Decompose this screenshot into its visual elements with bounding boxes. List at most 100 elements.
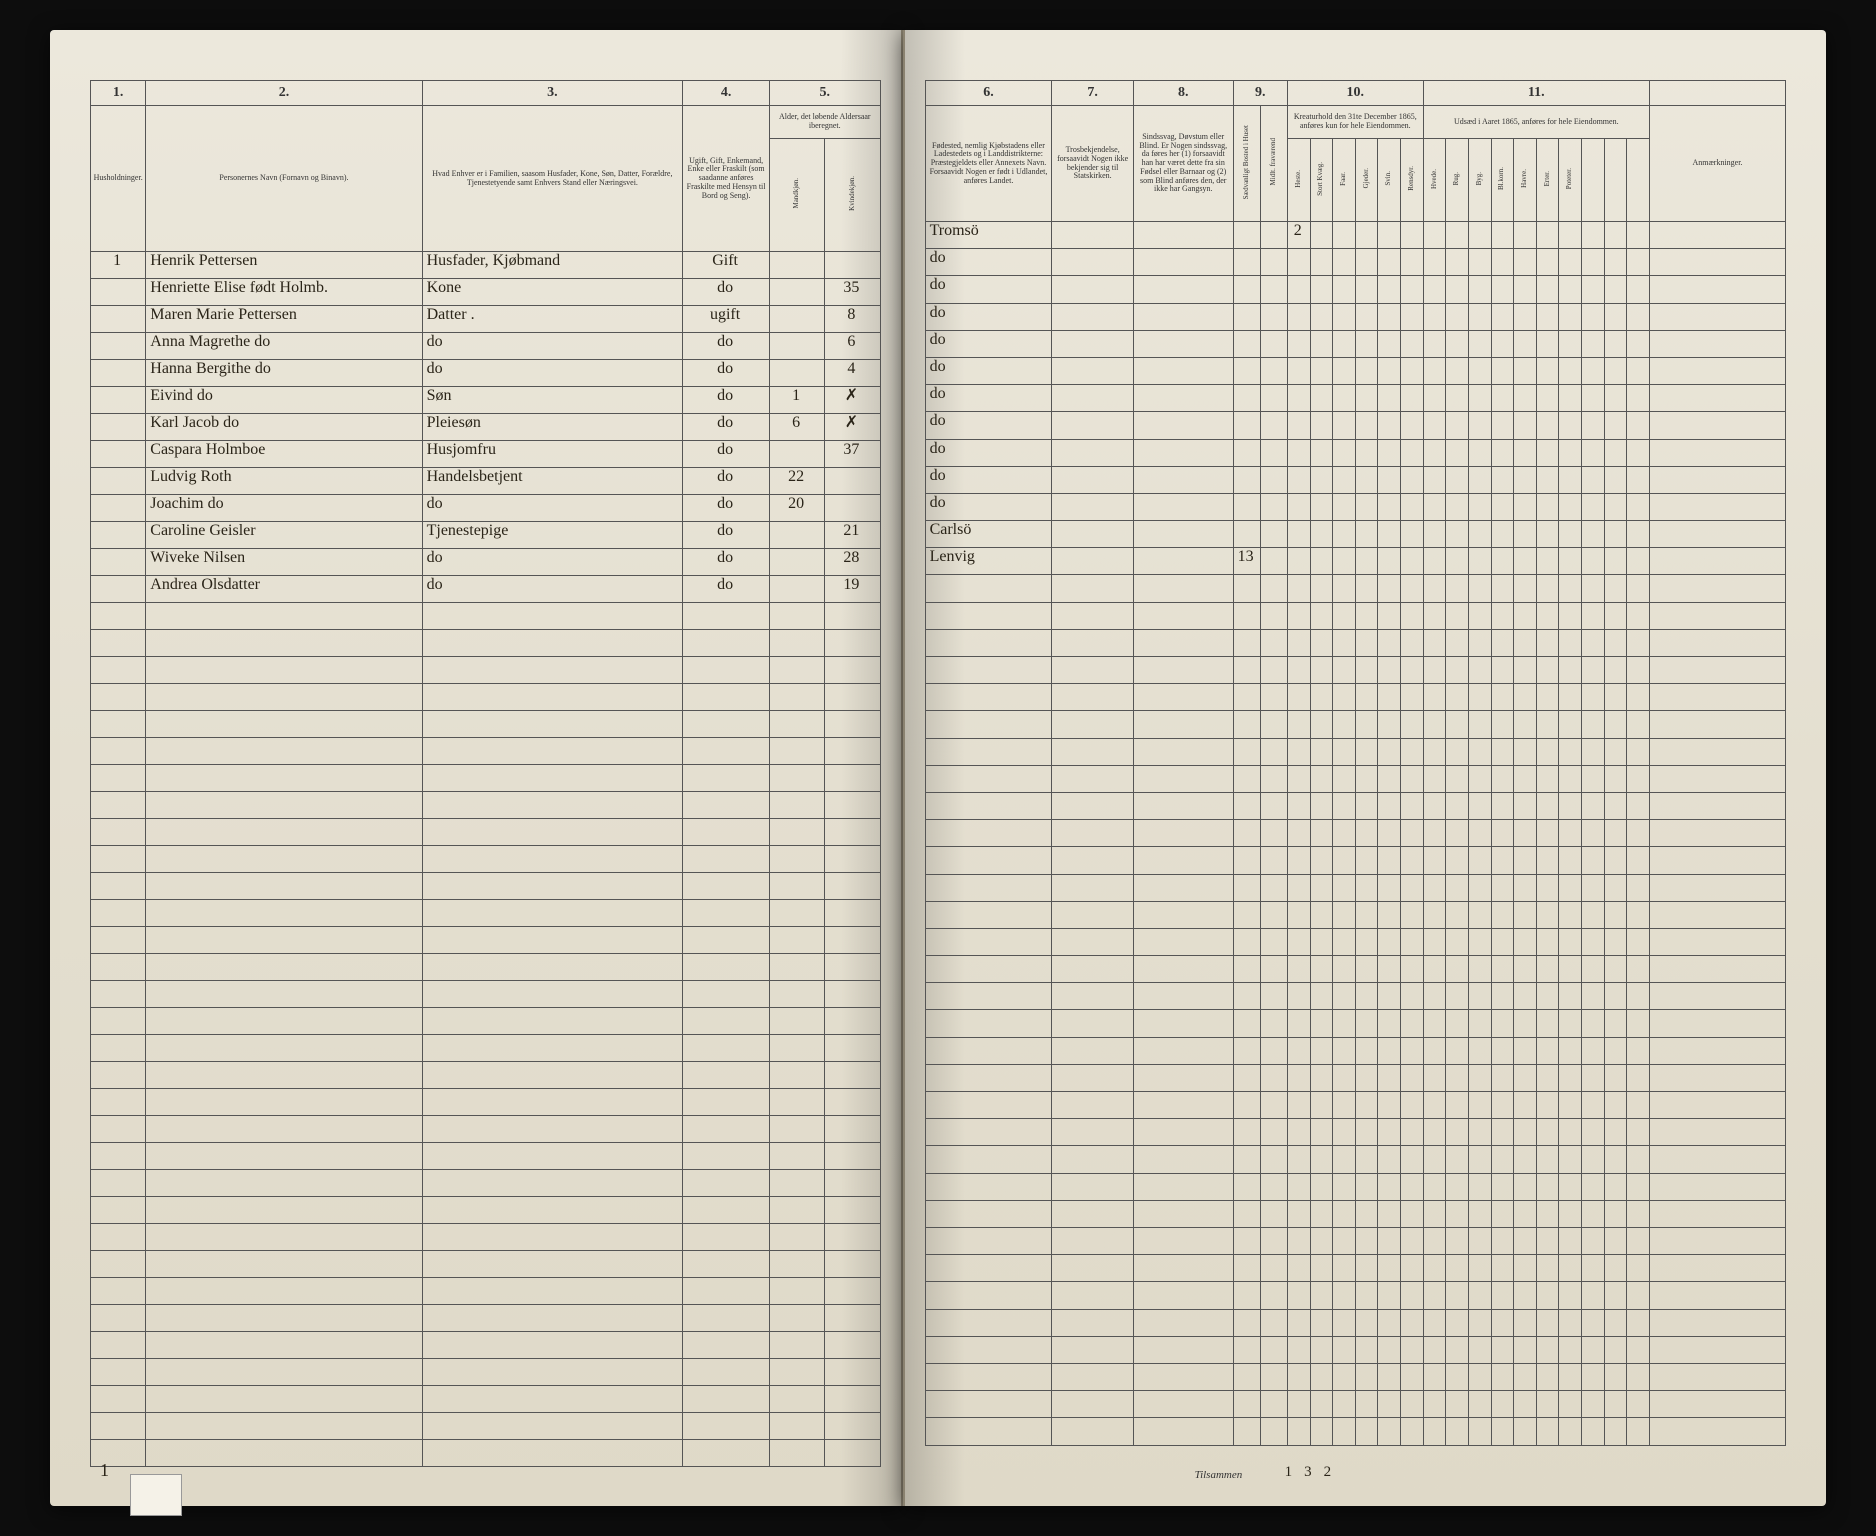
cell bbox=[1378, 901, 1401, 928]
cell bbox=[1287, 874, 1310, 901]
cell bbox=[683, 1251, 770, 1278]
cell bbox=[1333, 249, 1356, 276]
cell bbox=[683, 1359, 770, 1386]
cell bbox=[1649, 1010, 1785, 1037]
cell bbox=[1468, 956, 1491, 983]
cell bbox=[1310, 1173, 1333, 1200]
cell bbox=[1310, 249, 1333, 276]
cell bbox=[770, 900, 825, 927]
cell bbox=[1446, 1282, 1469, 1309]
cell bbox=[1423, 1391, 1446, 1418]
cell: 4 bbox=[825, 360, 880, 387]
cell bbox=[1582, 820, 1605, 847]
birthplace-cell: do bbox=[925, 249, 1052, 276]
cell bbox=[1649, 1092, 1785, 1119]
cell bbox=[1401, 1363, 1424, 1390]
cell bbox=[1310, 1064, 1333, 1091]
cell bbox=[1582, 1064, 1605, 1091]
cell bbox=[1627, 249, 1650, 276]
cell bbox=[1310, 983, 1333, 1010]
cell bbox=[1401, 1146, 1424, 1173]
cell bbox=[1582, 629, 1605, 656]
cell bbox=[1355, 792, 1378, 819]
cell bbox=[1446, 575, 1469, 602]
cell bbox=[1260, 874, 1287, 901]
cell bbox=[1514, 820, 1537, 847]
cell bbox=[1627, 357, 1650, 384]
cell bbox=[1604, 874, 1627, 901]
cell bbox=[1133, 1418, 1233, 1446]
cell bbox=[1604, 493, 1627, 520]
cell bbox=[1133, 1227, 1233, 1254]
cell bbox=[1604, 357, 1627, 384]
cell bbox=[1514, 276, 1537, 303]
cell bbox=[1378, 521, 1401, 548]
cell bbox=[1582, 847, 1605, 874]
cell bbox=[1627, 629, 1650, 656]
birthplace-cell: Lenvig bbox=[925, 548, 1052, 575]
cell bbox=[770, 1224, 825, 1251]
cell bbox=[1536, 1391, 1559, 1418]
cell bbox=[91, 333, 146, 360]
cell bbox=[770, 522, 825, 549]
cell bbox=[1401, 602, 1424, 629]
cell: 13 bbox=[1233, 548, 1260, 575]
cell bbox=[1233, 874, 1260, 901]
cell bbox=[1287, 928, 1310, 955]
cell bbox=[1627, 684, 1650, 711]
cell bbox=[1627, 493, 1650, 520]
cell bbox=[1446, 657, 1469, 684]
cell bbox=[1401, 820, 1424, 847]
cell bbox=[1446, 357, 1469, 384]
cell bbox=[1287, 657, 1310, 684]
cell bbox=[1287, 956, 1310, 983]
name-cell bbox=[146, 1305, 422, 1332]
cell bbox=[1559, 874, 1582, 901]
cell bbox=[1423, 983, 1446, 1010]
cell bbox=[1649, 1255, 1785, 1282]
cell bbox=[1649, 330, 1785, 357]
cell bbox=[1052, 1200, 1134, 1227]
cell bbox=[770, 765, 825, 792]
cell bbox=[770, 333, 825, 360]
cell bbox=[1378, 602, 1401, 629]
relation-cell: do bbox=[422, 495, 683, 522]
cell bbox=[825, 927, 880, 954]
cell bbox=[1401, 1391, 1424, 1418]
cell bbox=[91, 549, 146, 576]
cell bbox=[1378, 1173, 1401, 1200]
cell bbox=[1468, 249, 1491, 276]
cell bbox=[1052, 1309, 1134, 1336]
cell bbox=[1582, 1146, 1605, 1173]
cell bbox=[683, 630, 770, 657]
cell bbox=[1355, 330, 1378, 357]
cell bbox=[1401, 901, 1424, 928]
cell bbox=[1133, 1037, 1233, 1064]
cell bbox=[1333, 684, 1356, 711]
cell bbox=[1287, 765, 1310, 792]
cell bbox=[1423, 1146, 1446, 1173]
cell bbox=[1260, 412, 1287, 439]
cell bbox=[1355, 1309, 1378, 1336]
cell bbox=[1491, 1200, 1514, 1227]
cell bbox=[825, 981, 880, 1008]
cell bbox=[1333, 521, 1356, 548]
cell bbox=[770, 603, 825, 630]
cell bbox=[1514, 901, 1537, 928]
cell bbox=[1378, 1092, 1401, 1119]
cell bbox=[1627, 1336, 1650, 1363]
cell bbox=[770, 819, 825, 846]
hdr-resident: Sædvanligt Bosted i Huset bbox=[1233, 106, 1260, 222]
cell bbox=[1133, 1391, 1233, 1418]
cell bbox=[1514, 847, 1537, 874]
cell bbox=[1604, 466, 1627, 493]
name-cell bbox=[146, 846, 422, 873]
birthplace-cell bbox=[925, 983, 1052, 1010]
relation-cell bbox=[422, 1089, 683, 1116]
cell bbox=[1649, 765, 1785, 792]
colnum-10: 10. bbox=[1287, 81, 1423, 106]
cell bbox=[91, 387, 146, 414]
cell bbox=[1133, 222, 1233, 249]
cell bbox=[1514, 765, 1537, 792]
cell: 22 bbox=[770, 468, 825, 495]
